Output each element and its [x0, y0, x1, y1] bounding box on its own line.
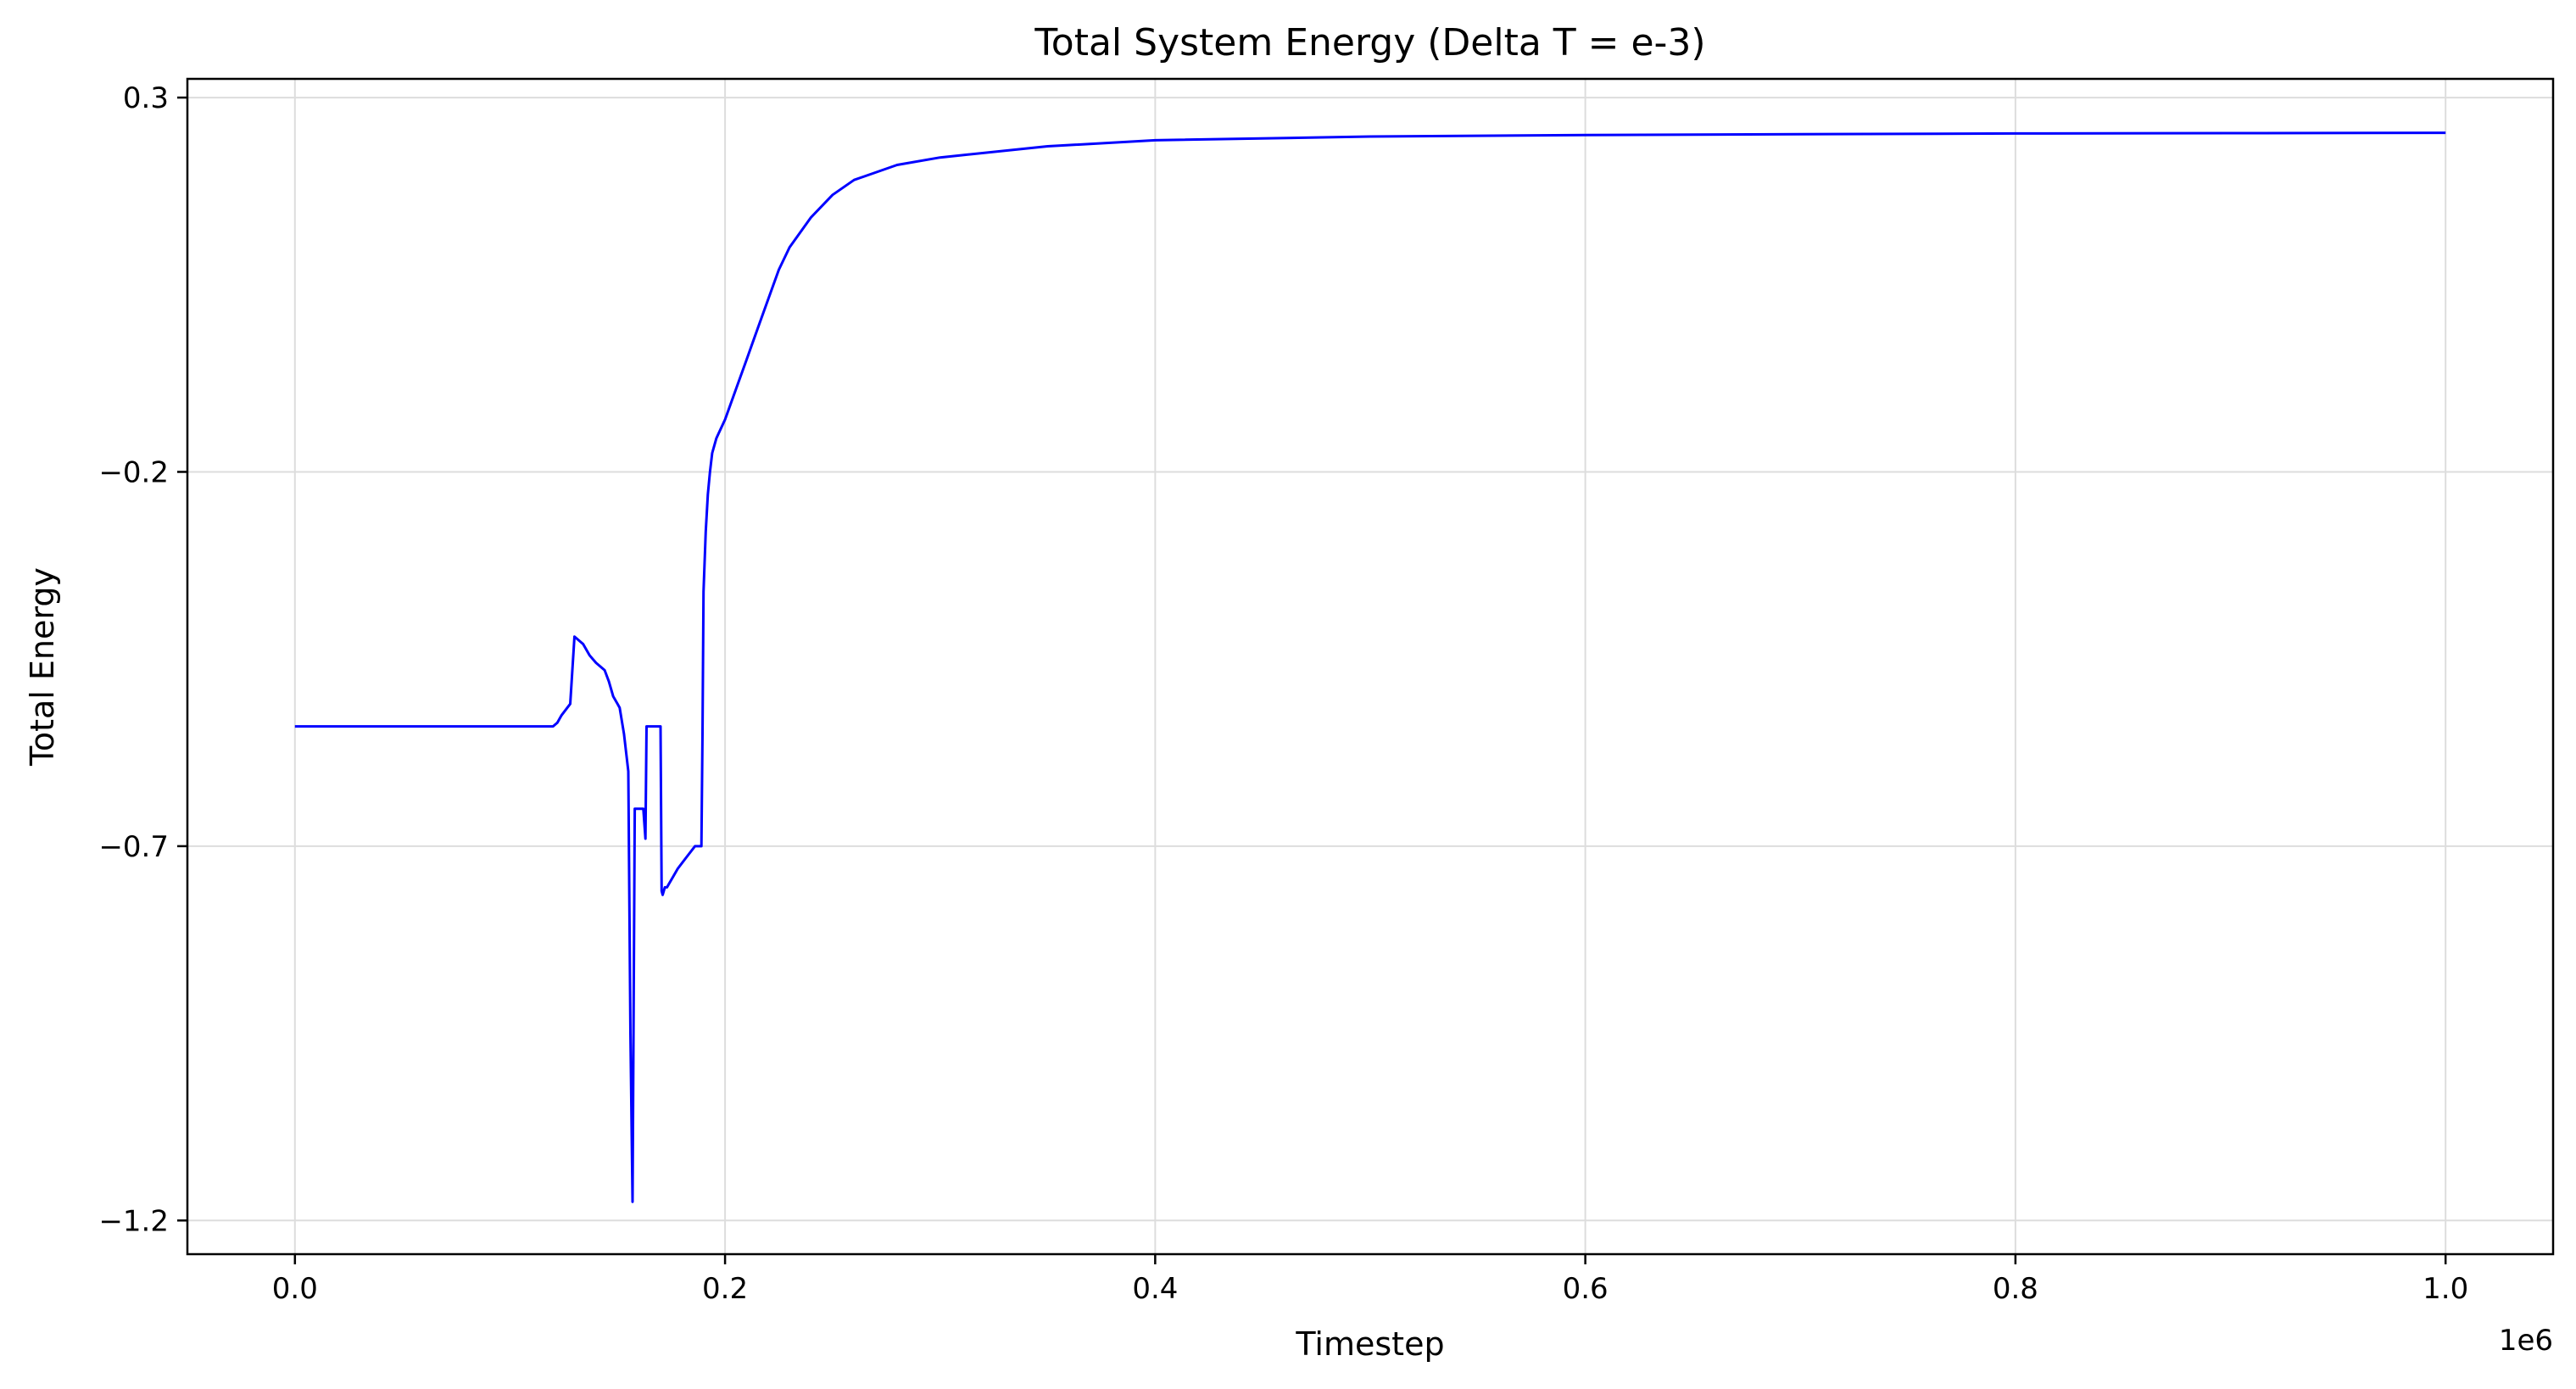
plot-area-frame [186, 77, 2555, 1256]
series-line-group [294, 131, 2446, 1203]
chart-title: Total System Energy (Delta T = e-3) [1034, 21, 1705, 64]
x-tick-label: 0.6 [1563, 1272, 1609, 1306]
x-axis-offset-label: 1e6 [2499, 1324, 2553, 1358]
x-tick-label: 1.0 [2423, 1272, 2468, 1306]
y-tick-label: 0.3 [123, 81, 169, 115]
grid-lines [187, 79, 2553, 1254]
energy-series-line [294, 131, 2446, 1203]
x-axis-ticks: 0.0 0.2 0.4 0.6 0.8 1.0 [272, 1254, 2468, 1306]
x-tick-label: 0.8 [1993, 1272, 2038, 1306]
x-tick-label: 0.0 [272, 1272, 318, 1306]
y-axis-label: Total Energy [24, 567, 61, 767]
y-axis-ticks: 0.3 −0.2 −0.7 −1.2 [98, 81, 187, 1238]
y-tick-label: −1.2 [98, 1204, 169, 1238]
y-tick-label: −0.2 [98, 455, 169, 489]
x-tick-label: 0.2 [702, 1272, 748, 1306]
x-axis-label: Timestep [1295, 1325, 1444, 1363]
x-tick-label: 0.4 [1132, 1272, 1178, 1306]
y-tick-label: −0.7 [98, 830, 169, 864]
